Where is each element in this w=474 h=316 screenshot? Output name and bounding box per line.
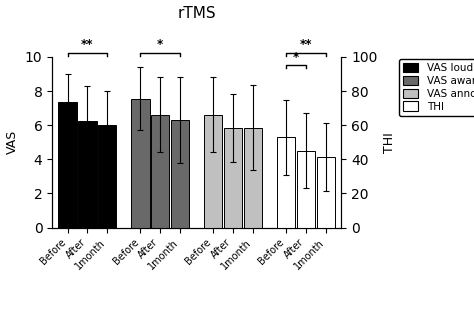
Text: *: * — [157, 38, 164, 51]
Bar — [317, 157, 335, 228]
Y-axis label: THI: THI — [383, 132, 396, 153]
Bar — [204, 115, 222, 228]
Title: rTMS: rTMS — [177, 6, 216, 21]
Text: **: ** — [81, 38, 94, 51]
Legend: VAS loud, VAS awar, VAS anno, THI: VAS loud, VAS awar, VAS anno, THI — [399, 59, 474, 116]
Bar — [151, 115, 169, 228]
Bar — [224, 128, 242, 228]
Bar — [297, 151, 315, 228]
Text: *: * — [293, 51, 299, 64]
Bar — [244, 128, 262, 228]
Bar — [171, 120, 189, 228]
Bar — [98, 125, 117, 228]
Y-axis label: VAS: VAS — [6, 130, 19, 154]
Bar — [58, 102, 77, 228]
Bar — [277, 137, 295, 228]
Text: **: ** — [300, 38, 312, 51]
Bar — [131, 99, 150, 228]
Bar — [78, 121, 97, 228]
